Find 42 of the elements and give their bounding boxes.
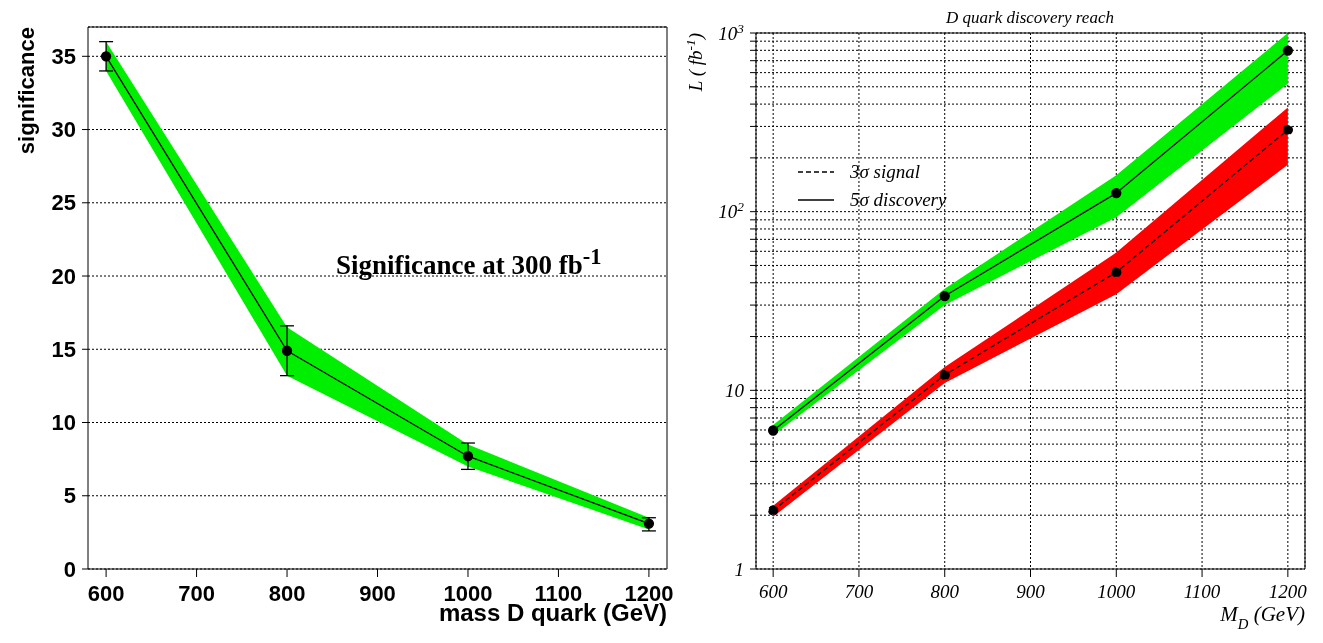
point (1282, 124, 1293, 136)
y-tick-label: 30 (51, 117, 76, 143)
x-tick-label: 1000 (443, 580, 493, 606)
legend-label: 5σ discovery (850, 189, 947, 211)
y-tick-label: 35 (51, 44, 76, 69)
y-axis-title: significance (14, 27, 39, 155)
x-tick-label: 1100 (1183, 581, 1221, 603)
point (281, 345, 293, 356)
y-tick-label: 20 (51, 263, 76, 289)
chart-title: D quark discovery reach (945, 8, 1115, 28)
y-tick-label: 10$^{3}$ (718, 20, 745, 44)
x-tick-label: 1200 (1268, 581, 1308, 603)
y-tick-label: 10 (725, 379, 745, 401)
x-axis-title: M$_{D}$ (GeV) (1219, 602, 1305, 632)
point (100, 51, 112, 62)
y-tick-label: 10 (51, 410, 76, 436)
point (768, 505, 779, 516)
point (1282, 45, 1293, 56)
x-tick-label: 900 (359, 580, 396, 606)
y-tick-label: 25 (51, 190, 76, 216)
x-tick-label: 800 (268, 580, 306, 606)
point (768, 425, 779, 436)
x-tick-label: 1000 (1097, 581, 1136, 603)
legend-label: 3σ signal (850, 161, 921, 183)
y-tick-label: 10$^{2}$ (718, 198, 745, 223)
x-tick-label: 700 (178, 580, 215, 606)
y-tick-label: 0 (63, 556, 76, 582)
x-tick-label: 800 (930, 581, 960, 603)
point (939, 290, 950, 302)
x-tick-label: 1100 (534, 580, 583, 606)
y-tick-label: 15 (51, 336, 76, 362)
x-tick-label: 600 (758, 581, 788, 603)
x-tick-label: 700 (844, 581, 874, 603)
point (462, 451, 474, 462)
point (1111, 187, 1122, 199)
point (939, 369, 950, 381)
x-tick-label: 600 (87, 580, 125, 606)
annotation: Significance at 300 fb$^{-1}$ (336, 244, 602, 281)
x-tick-label: 900 (1016, 581, 1046, 603)
y-tick-label: 1 (734, 558, 744, 580)
point (1111, 267, 1122, 278)
y-tick-label: 5 (63, 483, 76, 509)
